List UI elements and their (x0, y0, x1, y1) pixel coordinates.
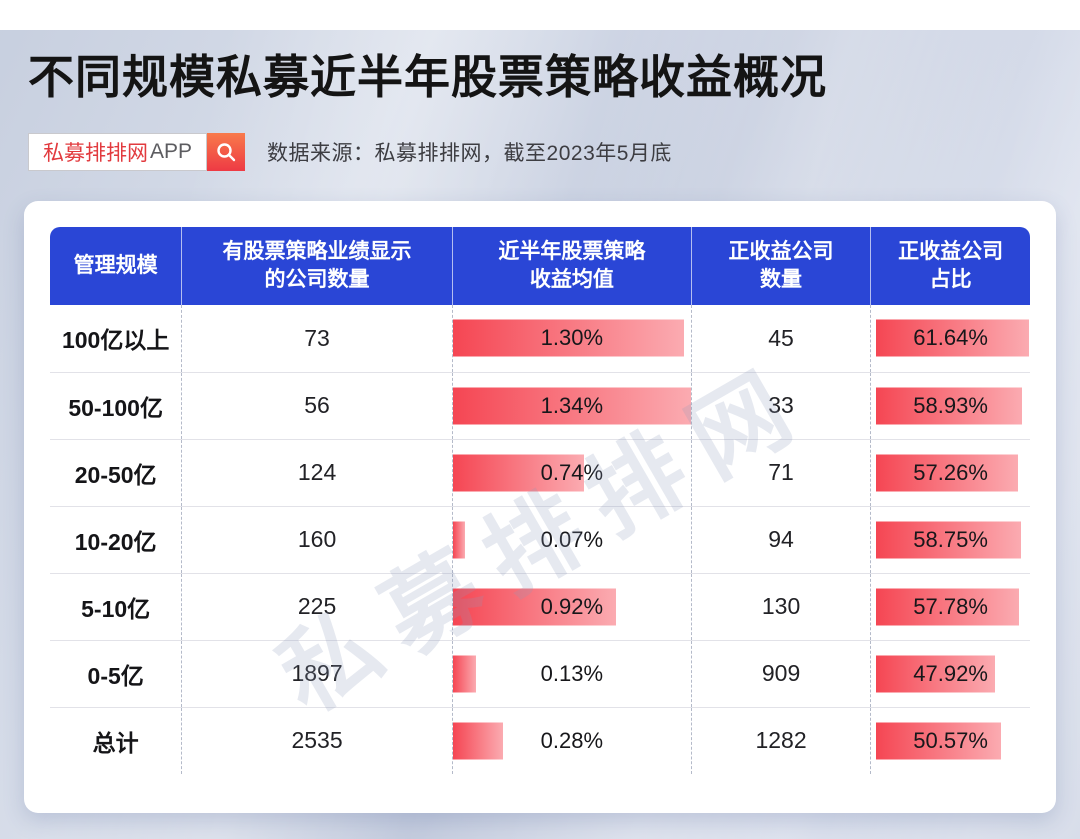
ratio-label: 58.93% (913, 392, 988, 418)
avg-return-cell: 0.92% (451, 573, 691, 640)
avg-return-cell: 0.13% (451, 640, 691, 707)
positive-ratio-cell: 58.93% (870, 372, 1030, 439)
header-cell-companies: 有股票策略业绩显示 的公司数量 (181, 226, 451, 305)
positive-count-cell: 130 (690, 573, 870, 640)
brand-name: 私募排排网 (43, 141, 148, 165)
return-label: 0.28% (540, 727, 604, 753)
ratio-label: 57.78% (913, 593, 988, 619)
scale-cell: 50-100亿 (68, 394, 163, 421)
app-badge: 私募排排网 APP (28, 132, 208, 171)
return-label: 1.34% (540, 392, 604, 418)
positive-ratio-cell: 58.75% (870, 506, 1030, 573)
page-title: 不同规模私募近半年股票策略收益概况 (28, 51, 827, 103)
avg-return-cell: 1.34% (451, 372, 691, 439)
companies-cell: 56 (181, 372, 451, 439)
table-row: 20-50亿 124 0.74% 71 57.26% (50, 438, 1030, 506)
table-row: 0-5亿 1897 0.13% 909 47.92% (50, 639, 1030, 707)
positive-ratio-cell: 47.92% (870, 640, 1030, 707)
table-row: 50-100亿 56 1.34% 33 58.93% (50, 371, 1030, 439)
table-row: 10-20亿 160 0.07% 94 58.75% (50, 505, 1030, 573)
positive-count-cell: 71 (690, 439, 870, 506)
ratio-label: 58.75% (913, 526, 988, 552)
return-label: 0.74% (540, 459, 604, 485)
ratio-bar (876, 454, 1018, 492)
companies-cell: 124 (181, 439, 451, 506)
ratio-bar (876, 387, 1022, 425)
return-bar (452, 454, 585, 492)
avg-return-cell: 0.07% (451, 506, 691, 573)
scale-cell: 20-50亿 (74, 461, 157, 488)
scale-cell: 100亿以上 (61, 327, 170, 354)
companies-cell: 1897 (181, 640, 451, 707)
top-white-strip (0, 0, 1080, 30)
page-header: 不同规模私募近半年股票策略收益概况 私募排排网 APP 数据来源：私募排排网，截至… (0, 0, 1080, 171)
scale-cell: 总计 (92, 729, 139, 756)
positive-count-cell: 1282 (690, 707, 870, 774)
return-label: 0.92% (540, 593, 604, 619)
return-label: 0.13% (540, 660, 604, 686)
ratio-label: 50.57% (913, 727, 988, 753)
avg-return-cell: 1.30% (451, 304, 691, 372)
magnifier-glyph (217, 142, 236, 161)
brand-suffix: APP (150, 139, 193, 163)
ratio-bar (876, 588, 1020, 626)
ratio-label: 61.64% (913, 325, 988, 351)
avg-return-cell: 0.74% (451, 439, 691, 506)
return-bar (452, 655, 476, 693)
companies-cell: 2535 (181, 707, 451, 774)
table-header: 管理规模 有股票策略业绩显示 的公司数量 近半年股票策略 收益均值 正收益公司 … (50, 226, 1030, 305)
return-bar (452, 722, 503, 760)
header-cell-positive-ratio: 正收益公司 占比 (870, 226, 1030, 305)
table-row: 5-10亿 225 0.92% 130 57.78% (50, 572, 1030, 640)
data-table: 管理规模 有股票策略业绩显示 的公司数量 近半年股票策略 收益均值 正收益公司 … (50, 226, 1030, 774)
header-cell-avg-return: 近半年股票策略 收益均值 (451, 226, 691, 305)
table-row: 100亿以上 73 1.30% 45 61.64% (50, 304, 1030, 372)
ratio-bar (876, 655, 995, 693)
table-row: 总计 2535 0.28% 1282 50.57% (50, 706, 1030, 774)
ratio-bar (876, 319, 1029, 357)
return-label: 0.07% (540, 526, 604, 552)
positive-count-cell: 33 (690, 372, 870, 439)
return-label: 1.30% (540, 325, 604, 351)
header-cell-positive-count: 正收益公司 数量 (690, 226, 870, 305)
positive-ratio-cell: 61.64% (870, 304, 1030, 372)
return-bar (452, 387, 691, 425)
positive-count-cell: 94 (690, 506, 870, 573)
positive-count-cell: 45 (690, 304, 870, 372)
meta-row: 私募排排网 APP 数据来源：私募排排网，截至2023年5月底 (28, 132, 1052, 171)
companies-cell: 160 (181, 506, 451, 573)
search-icon (207, 132, 246, 171)
positive-count-cell: 909 (690, 640, 870, 707)
ratio-bar (876, 722, 1002, 760)
table-body: 100亿以上 73 1.30% 45 61.64% 50-100亿 56 1.3… (50, 304, 1030, 774)
table-card: 私募排排网 管理规模 有股票策略业绩显示 的公司数量 近半年股票策略 收益均值 … (24, 200, 1056, 813)
return-bar (452, 588, 617, 626)
companies-cell: 73 (181, 304, 451, 372)
return-bar (452, 319, 684, 357)
scale-cell: 0-5亿 (87, 662, 144, 689)
ratio-bar (876, 521, 1022, 559)
scale-cell: 5-10亿 (81, 595, 151, 622)
positive-ratio-cell: 50.57% (870, 707, 1030, 774)
avg-return-cell: 0.28% (451, 707, 691, 774)
return-bar (452, 521, 466, 559)
ratio-label: 47.92% (913, 660, 988, 686)
ratio-label: 57.26% (913, 459, 988, 485)
header-cell-scale: 管理规模 (73, 253, 158, 277)
scale-cell: 10-20亿 (74, 528, 157, 555)
data-source-text: 数据来源：私募排排网，截至2023年5月底 (267, 141, 672, 165)
positive-ratio-cell: 57.78% (870, 573, 1030, 640)
companies-cell: 225 (181, 573, 451, 640)
positive-ratio-cell: 57.26% (870, 439, 1030, 506)
